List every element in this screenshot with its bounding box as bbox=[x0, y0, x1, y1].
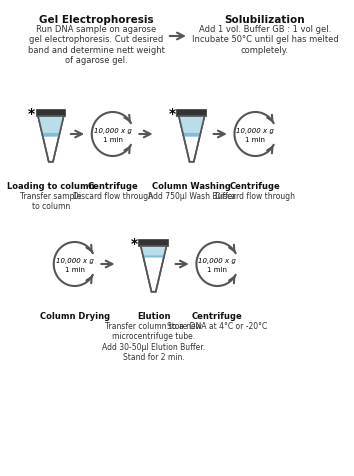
Text: 10,000 x g: 10,000 x g bbox=[94, 128, 132, 134]
FancyBboxPatch shape bbox=[36, 110, 65, 117]
Text: Transfer column to a new
microcentrifuge tube.
Add 30-50μl Elution Buffer.
Stand: Transfer column to a new microcentrifuge… bbox=[102, 321, 205, 361]
Text: Elution: Elution bbox=[137, 311, 170, 320]
Polygon shape bbox=[141, 247, 166, 258]
Polygon shape bbox=[179, 117, 205, 137]
Text: Add 1 vol. Buffer GB : 1 vol gel.
Incubate 50°C until gel has melted
completely.: Add 1 vol. Buffer GB : 1 vol gel. Incuba… bbox=[192, 25, 338, 55]
Polygon shape bbox=[38, 117, 64, 137]
Text: Column Drying: Column Drying bbox=[40, 311, 110, 320]
Text: Column Washing: Column Washing bbox=[152, 182, 231, 190]
Text: Gel Electrophoresis: Gel Electrophoresis bbox=[39, 15, 154, 25]
Text: 10,000 x g: 10,000 x g bbox=[56, 258, 93, 263]
Text: 1 min: 1 min bbox=[207, 267, 227, 272]
Polygon shape bbox=[141, 247, 166, 292]
Text: Store DNA at 4°C or -20°C: Store DNA at 4°C or -20°C bbox=[167, 321, 268, 330]
Text: 10,000 x g: 10,000 x g bbox=[236, 128, 274, 134]
Text: Solubilization: Solubilization bbox=[225, 15, 305, 25]
Text: Centrifuge: Centrifuge bbox=[230, 182, 281, 190]
Polygon shape bbox=[179, 117, 205, 162]
Text: 1 min: 1 min bbox=[245, 137, 266, 143]
FancyBboxPatch shape bbox=[139, 240, 168, 247]
Text: *: * bbox=[28, 107, 35, 120]
Text: Transfer sample
to column: Transfer sample to column bbox=[20, 192, 81, 211]
Text: Discard flow through: Discard flow through bbox=[216, 192, 296, 200]
Text: 10,000 x g: 10,000 x g bbox=[199, 258, 236, 263]
Text: Loading to column: Loading to column bbox=[7, 182, 95, 190]
Text: 1 min: 1 min bbox=[65, 267, 85, 272]
Text: Centrifuge: Centrifuge bbox=[192, 311, 243, 320]
Polygon shape bbox=[183, 134, 201, 137]
FancyBboxPatch shape bbox=[177, 110, 206, 117]
Text: Add 750μl Wash Buffer: Add 750μl Wash Buffer bbox=[148, 192, 235, 200]
Text: *: * bbox=[169, 107, 176, 120]
Text: Centrifuge: Centrifuge bbox=[87, 182, 138, 190]
Text: 1 min: 1 min bbox=[103, 137, 123, 143]
Text: Run DNA sample on agarose
gel electrophoresis. Cut desired
band and determine ne: Run DNA sample on agarose gel electropho… bbox=[28, 25, 165, 65]
Text: *: * bbox=[131, 237, 138, 250]
Polygon shape bbox=[42, 134, 60, 137]
Text: Discard flow through: Discard flow through bbox=[73, 192, 153, 200]
Polygon shape bbox=[143, 256, 164, 258]
Polygon shape bbox=[38, 117, 64, 162]
